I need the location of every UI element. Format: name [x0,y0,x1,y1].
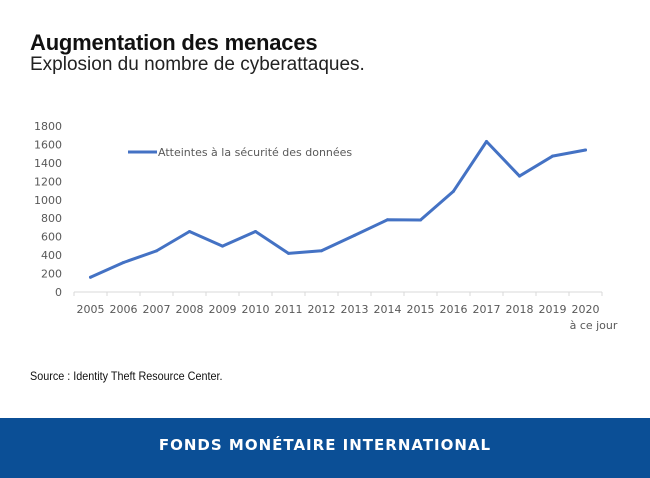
chart-subtitle: Explosion du nombre de cyberattaques. [30,54,365,75]
x-tick-label: 2019 [539,303,567,316]
y-tick-label: 800 [41,212,62,225]
y-tick-label: 1000 [34,194,62,207]
y-tick-label: 0 [55,286,62,299]
x-axis: 2005 2006 2007 2008 2009 2010 2011 2012 2013 2014… [73,291,618,332]
data-point [155,249,158,253]
x-tick-label: 2006 [110,303,138,316]
footer-banner: FONDS MONÉTAIRE INTERNATIONAL [0,418,650,478]
y-tick-label: 400 [41,249,62,262]
x-tick-label: 2012 [308,303,336,316]
data-point [287,251,290,255]
data-point [89,275,92,279]
x-tick-label: 2018 [506,303,534,316]
data-point [221,244,224,248]
x-tick-label: 2016 [440,303,468,316]
organization-name: FONDS MONÉTAIRE INTERNATIONAL [158,436,492,454]
x-tick-label: 2017 [473,303,501,316]
chart-title: Augmentation des menaces [30,30,318,55]
x-tick-label: 2007 [143,303,171,316]
x-tick-label: 2020 [572,303,600,316]
data-point [320,249,323,253]
data-point [254,230,257,234]
data-point [452,189,455,193]
y-tick-label: 600 [41,231,62,244]
x-tick-label: 2008 [176,303,204,316]
data-point [188,230,191,234]
x-tick-label: 2013 [341,303,369,316]
x-tick-sublabel: à ce jour [570,319,618,332]
x-tick-label: 2010 [242,303,270,316]
series-layer [89,139,587,279]
data-point [122,260,125,264]
y-tick-label: 1800 [34,120,62,133]
x-tick-label: 2005 [77,303,105,316]
y-tick-label: 1400 [34,157,62,170]
data-point [518,174,521,178]
x-tick-label: 2011 [275,303,303,316]
data-point [485,139,488,143]
x-tick-label: 2015 [407,303,435,316]
data-point [419,218,422,222]
legend-label: Atteintes à la sécurité des données [158,146,352,159]
legend: Atteintes à la sécurité des données [128,146,352,159]
y-tick-label: 200 [41,268,62,281]
data-point [551,154,554,158]
series-line [89,139,587,279]
y-axis: 0 200 400 600 800 1000 1200 1400 1600 1800 [34,120,62,299]
x-tick-label: 2009 [209,303,237,316]
x-tick-label: 2014 [374,303,402,316]
data-point [353,233,356,237]
y-tick-label: 1600 [34,138,62,151]
y-tick-label: 1200 [34,175,62,188]
data-point [386,218,389,222]
source-note: Source : Identity Theft Resource Center. [30,369,223,383]
data-point [584,148,587,152]
